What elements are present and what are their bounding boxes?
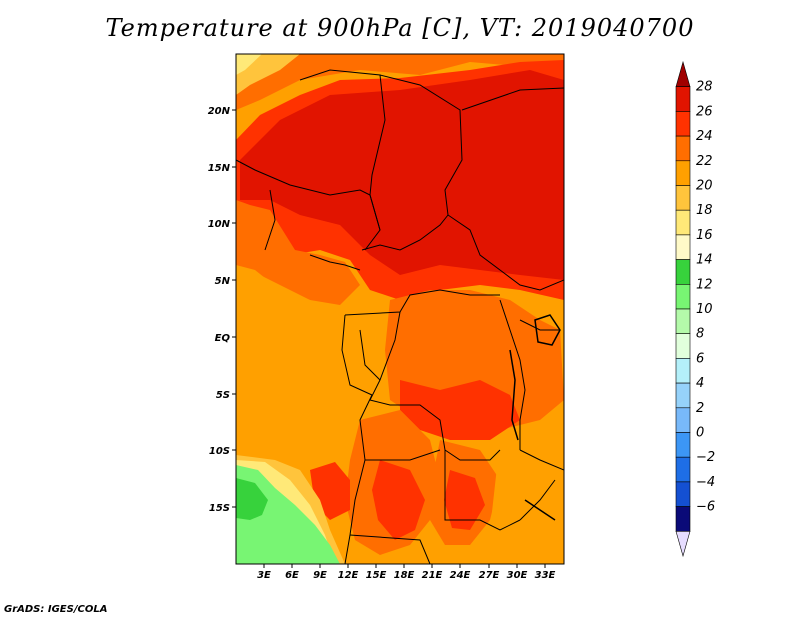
colorbar-swatch [675,160,691,186]
temperature-field [236,265,390,460]
map-plot [236,54,564,564]
colorbar-label: 10 [696,302,713,317]
temperature-field [236,54,300,95]
temperature-field [400,380,520,440]
longitude-label: 27E [479,570,500,581]
map-frame [235,53,565,565]
temperature-field [236,465,340,564]
temperature-field [240,70,564,280]
longitude-label: 9E [313,570,327,581]
colorbar-swatch [675,432,691,458]
longitude-label: 24E [450,570,471,581]
colorbar-label: 24 [696,129,713,144]
colorbar-swatch [675,407,691,433]
grads-credit: GrADS: IGES/COLA [4,604,108,615]
colorbar-label: 8 [696,327,704,342]
latitude-label: 10N [208,219,231,230]
longitude-axis: 3E 6E 9E 12E 15E 18E 21E 24E 27E 30E 33E [257,564,556,581]
colorbar-label: 16 [696,228,713,243]
colorbar-swatch [675,358,691,384]
latitude-label: 15S [209,503,230,514]
colorbar-swatch [675,506,691,532]
colorbar-swatch [675,530,691,558]
longitude-label: 15E [366,570,387,581]
colorbar-label: 12 [696,277,713,292]
colorbar-swatch [675,382,691,409]
colorbar-label: −4 [696,475,715,490]
latitude-label: 20N [208,106,231,117]
longitude-label: 12E [338,570,359,581]
colorbar-swatch [675,259,691,285]
colorbar-swatch [675,234,691,260]
colorbar-label: 26 [696,104,713,119]
colorbar-label: 22 [696,154,713,169]
longitude-label: 18E [394,570,415,581]
lake-outlines [509,314,561,521]
colorbar-swatch [675,135,691,162]
colorbar-swatch [675,308,691,335]
colorbar-swatch [675,185,691,211]
colorbar-swatch [675,456,691,483]
colorbar-label: 4 [696,376,704,391]
longitude-label: 33E [535,570,556,581]
longitude-label: 3E [257,570,271,581]
colorbar-label: 18 [696,203,713,218]
colorbar-label: −6 [696,500,715,515]
map-title: Temperature at 900hPa [C], VT: 201904070… [105,14,695,42]
longitude-label: 21E [422,570,443,581]
latitude-label: 5N [215,276,231,287]
country-borders [236,69,564,564]
colorbar-swatch [675,333,691,359]
latitude-label: 5S [216,390,230,401]
colorbar-swatch [675,111,691,137]
latitude-label: 10S [209,446,230,457]
colorbar-label: −2 [696,450,715,465]
temperature-field [372,460,425,540]
colorbar-label: 28 [696,80,713,95]
colorbar-swatch [675,209,691,236]
latitude-label: EQ [215,333,231,344]
colorbar-swatch [675,60,691,87]
temperature-field [236,478,268,520]
longitude-label: 30E [507,570,528,581]
temperature-field [444,470,485,530]
colorbar-label: 2 [696,401,704,416]
colorbar-swatch [675,283,691,310]
colorbar-swatch [675,86,691,112]
latitude-label: 15N [208,163,231,174]
colorbar-label: 0 [696,426,704,441]
temperature-field [236,54,564,110]
colorbar-label: 20 [696,179,713,194]
longitude-label: 6E [285,570,299,581]
temperature-field [236,54,262,75]
latitude-axis: 20N 15N 10N 5N EQ 5S 10S 15S [208,106,236,514]
colorbar-label: 14 [696,253,713,268]
colorbar-swatch [675,481,691,507]
colorbar-label: 6 [696,351,704,366]
